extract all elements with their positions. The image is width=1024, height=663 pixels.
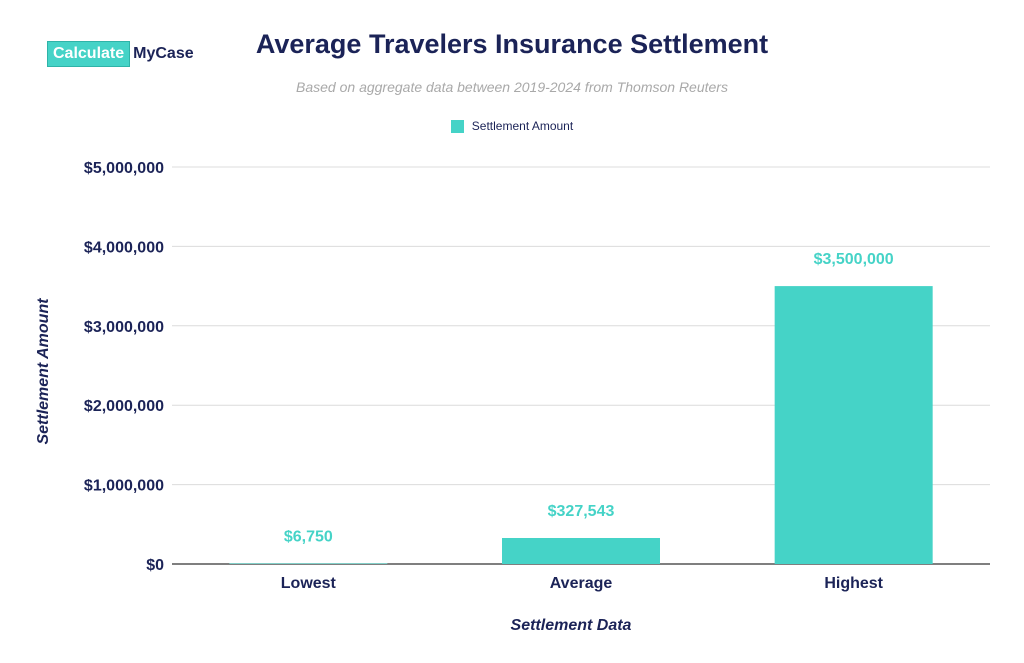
logo: Calculate MyCase: [47, 41, 194, 67]
legend-swatch: [450, 119, 464, 133]
legend: Settlement Amount: [0, 119, 1024, 133]
x-tick-label: Average: [550, 575, 613, 592]
y-tick-label: $4,000,000: [84, 239, 164, 256]
y-tick-label: $1,000,000: [84, 478, 164, 495]
x-tick-label: Highest: [824, 575, 883, 592]
x-tick-label: Lowest: [281, 575, 337, 592]
legend-label: Settlement Amount: [471, 119, 574, 133]
chart-subtitle: Based on aggregate data between 2019-202…: [296, 79, 728, 95]
y-tick-label: $5,000,000: [84, 160, 164, 177]
data-label: $6,750: [284, 528, 333, 545]
y-tick-label: $2,000,000: [84, 398, 164, 415]
y-tick-label: $3,000,000: [84, 319, 164, 336]
bar: [502, 537, 660, 564]
bar: [774, 286, 933, 564]
x-axis-label: Settlement Data: [511, 617, 632, 634]
data-label: $3,500,000: [814, 251, 894, 268]
data-label: $327,543: [548, 503, 615, 520]
y-tick-label: $0: [146, 557, 164, 574]
logo-text: MyCase: [133, 45, 194, 62]
bar: [229, 563, 388, 564]
chart-title: Average Travelers Insurance Settlement: [255, 29, 769, 59]
y-axis-label: Settlement Amount: [35, 298, 52, 445]
logo-box: Calculate: [47, 41, 131, 67]
